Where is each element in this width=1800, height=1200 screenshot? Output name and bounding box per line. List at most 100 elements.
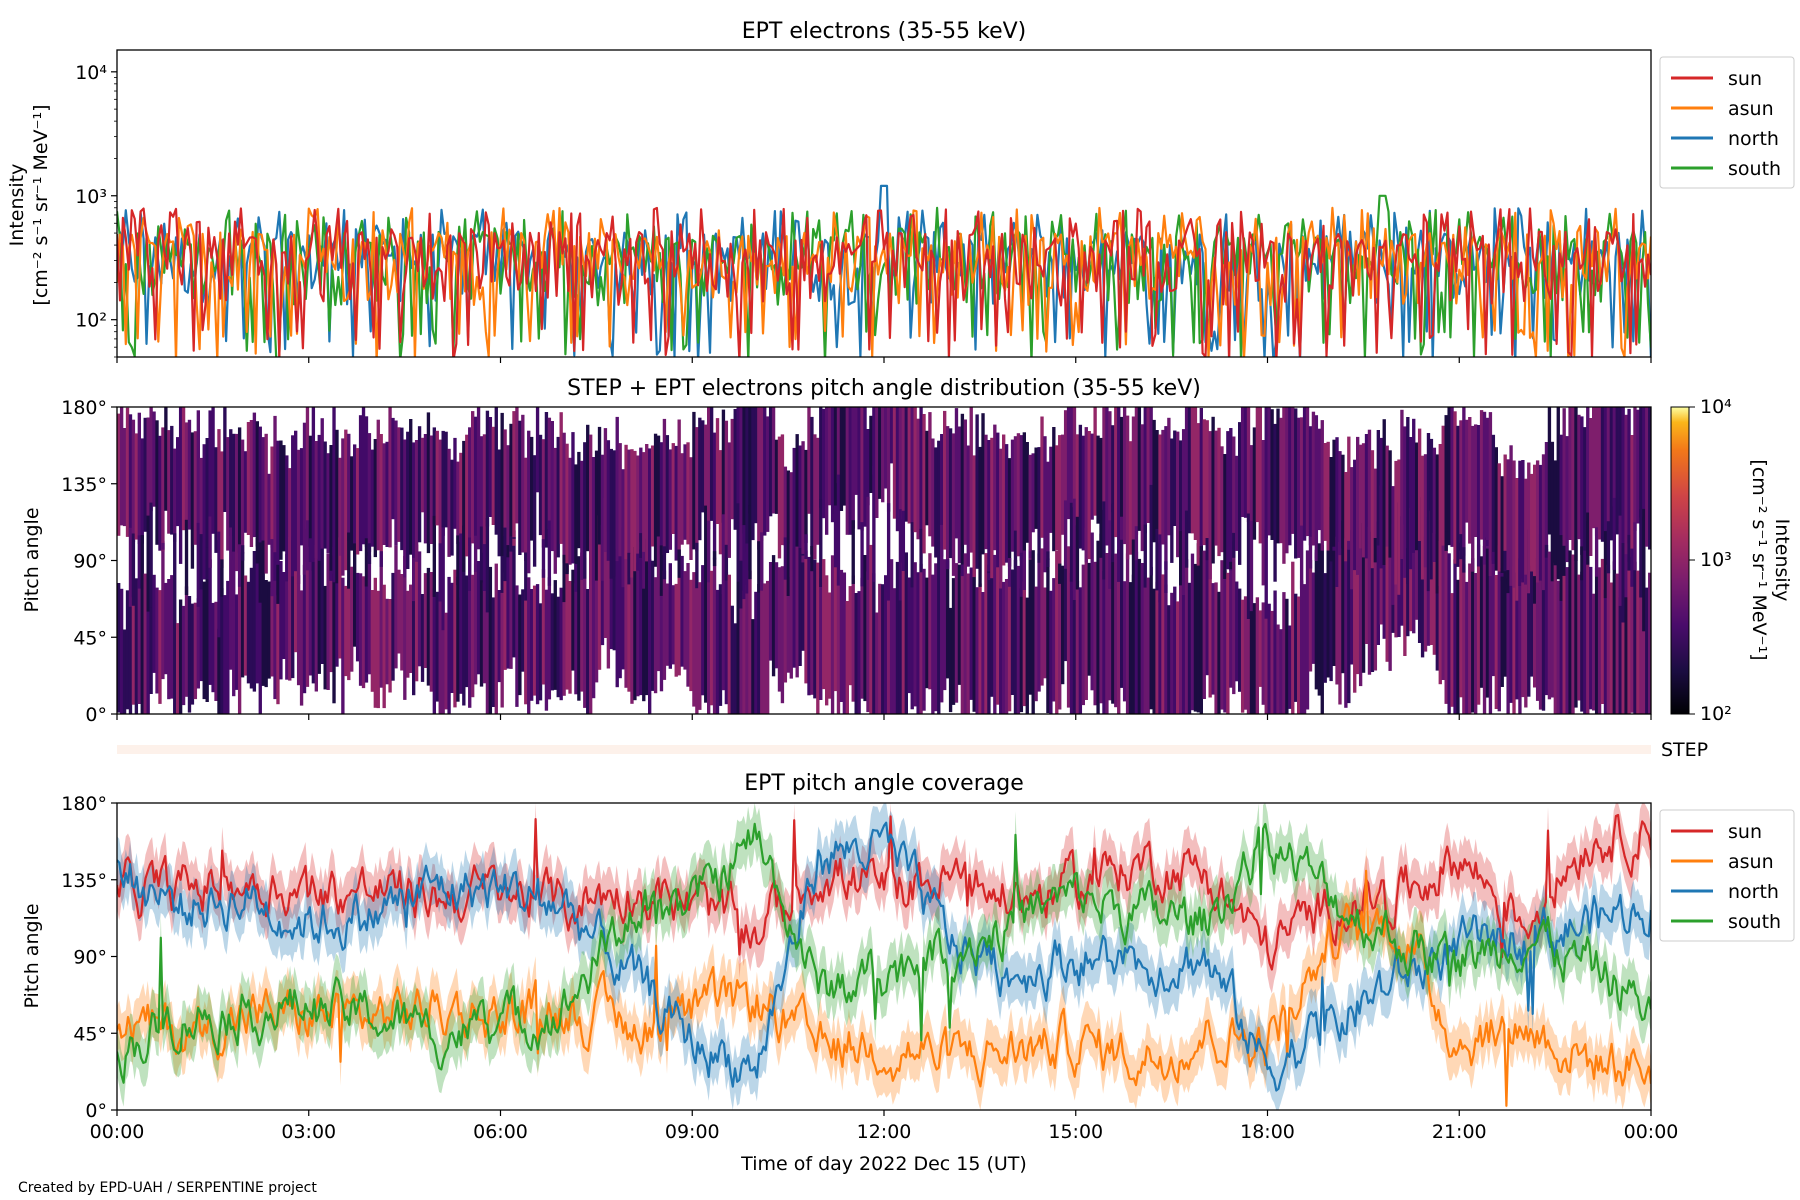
- heatmap-cell: [1184, 510, 1189, 568]
- heatmap-cell: [957, 564, 962, 685]
- heatmap-cell: [963, 553, 967, 714]
- heatmap-cell: [662, 418, 667, 555]
- heatmap-cell: [1550, 441, 1555, 582]
- heatmap-cell: [633, 547, 637, 701]
- heatmap-cell: [931, 574, 935, 714]
- heatmap-cell: [1358, 444, 1363, 549]
- heatmap-cell: [447, 448, 451, 557]
- heatmap-cell: [574, 564, 578, 592]
- heatmap-cell: [1320, 545, 1324, 714]
- heatmap-cell: [960, 567, 965, 714]
- heatmap-cell: [1049, 590, 1053, 714]
- heatmap-cell: [1117, 573, 1121, 714]
- heatmap-cell: [819, 499, 823, 587]
- heatmap-cell: [355, 448, 360, 555]
- heatmap-cell: [302, 422, 307, 575]
- y-tick-label: 90°: [73, 947, 107, 969]
- heatmap-cell: [594, 450, 599, 581]
- heatmap-cell: [665, 583, 670, 666]
- heatmap-cell: [161, 427, 165, 552]
- heatmap-cell: [134, 578, 139, 714]
- heatmap-cell: [757, 541, 761, 593]
- heatmap-cell: [934, 447, 938, 558]
- heatmap-cell: [117, 583, 121, 713]
- heatmap-cell: [173, 533, 177, 629]
- heatmap-cell: [801, 553, 805, 556]
- heatmap-cell: [954, 408, 959, 539]
- heatmap-cell: [1016, 565, 1021, 714]
- heatmap-cell: [1515, 478, 1519, 601]
- heatmap-cell: [671, 443, 675, 534]
- heatmap-cell: [149, 407, 153, 512]
- heatmap-cell: [1288, 625, 1292, 709]
- heatmap-cell: [1600, 407, 1605, 542]
- heatmap-cell: [1217, 591, 1221, 714]
- heatmap-cell: [1019, 588, 1024, 713]
- heatmap-cell: [937, 440, 941, 549]
- heatmap-cell: [296, 575, 301, 686]
- heatmap-cell: [636, 553, 640, 571]
- heatmap-cell: [1415, 527, 1419, 620]
- heatmap-cell: [317, 558, 321, 674]
- heatmap-cell: [1087, 562, 1091, 676]
- heatmap-cell: [659, 587, 664, 692]
- heatmap-cell: [1205, 420, 1209, 547]
- heatmap-cell: [1444, 542, 1448, 704]
- heatmap-cell: [205, 570, 209, 702]
- heatmap-cell: [960, 564, 965, 577]
- heatmap-cell: [1538, 534, 1543, 710]
- heatmap-cell: [1444, 415, 1448, 540]
- heatmap-cell: [990, 437, 994, 579]
- heatmap-cell: [774, 562, 779, 669]
- heatmap-cell: [1066, 407, 1071, 520]
- heatmap-cell: [190, 603, 195, 705]
- heatmap-cell: [1131, 574, 1136, 714]
- heatmap-cell: [320, 544, 324, 664]
- heatmap-cell: [1544, 442, 1549, 554]
- heatmap-cell: [1586, 512, 1590, 565]
- heatmap-cell: [512, 537, 516, 539]
- panel4-yticks: 0° 45° 90° 135° 180°: [61, 793, 117, 1122]
- heatmap-cell: [1547, 551, 1552, 700]
- heatmap-cell: [1370, 531, 1375, 672]
- heatmap-cell: [981, 413, 985, 555]
- heatmap-cell: [813, 434, 817, 560]
- heatmap-cell: [544, 589, 549, 711]
- heatmap-cell: [1645, 407, 1649, 547]
- heatmap-cell: [677, 569, 681, 676]
- heatmap-cell: [400, 427, 404, 551]
- heatmap-cell: [485, 603, 490, 714]
- heatmap-cell: [1627, 534, 1631, 571]
- heatmap-cell: [1488, 412, 1493, 576]
- heatmap-cell: [403, 439, 407, 578]
- heatmap-cell: [1577, 414, 1581, 540]
- heatmap-cell: [1400, 409, 1404, 559]
- heatmap-cell: [403, 555, 407, 700]
- heatmap-cell: [1521, 578, 1525, 698]
- heatmap-cell: [1087, 431, 1091, 560]
- heatmap-cell: [860, 522, 864, 587]
- heatmap-cell: [1013, 530, 1018, 569]
- heatmap-cell: [677, 549, 681, 578]
- heatmap-cell: [916, 572, 920, 714]
- heatmap-cell: [237, 578, 242, 714]
- heatmap-cell: [1143, 579, 1147, 714]
- heatmap-cell: [721, 585, 726, 691]
- heatmap-cell: [1373, 468, 1378, 547]
- heatmap-cell: [1615, 573, 1619, 714]
- heatmap-cell: [1636, 570, 1640, 714]
- heatmap-cell: [630, 553, 634, 704]
- heatmap-cell: [509, 543, 513, 669]
- heatmap-cell: [196, 522, 200, 607]
- heatmap-cell: [1061, 434, 1065, 535]
- heatmap-cell: [208, 516, 212, 568]
- heatmap-cell: [211, 602, 215, 693]
- heatmap-cell: [580, 460, 584, 580]
- heatmap-cell: [128, 598, 133, 714]
- heatmap-cell: [928, 553, 932, 690]
- heatmap-cell: [816, 437, 820, 545]
- heatmap-cell: [748, 407, 752, 514]
- heatmap-cell: [149, 502, 153, 608]
- heatmap-cell: [261, 437, 265, 549]
- heatmap-cell: [860, 577, 864, 699]
